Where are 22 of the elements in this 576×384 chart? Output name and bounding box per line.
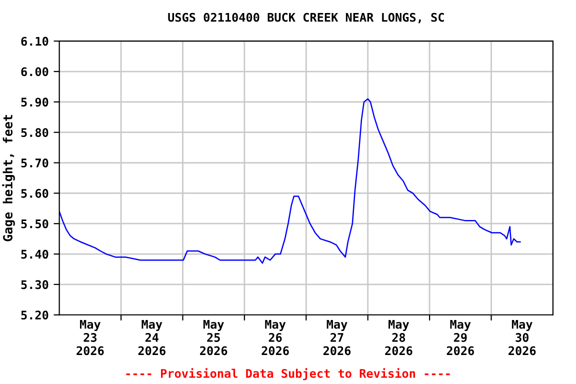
line-series (59, 98, 521, 264)
x-tick-label: May 30 2026 (508, 320, 536, 356)
x-tick-label: May 27 2026 (323, 320, 351, 356)
text: ---- Provisional Data Subject to Revision ---- (126, 368, 450, 380)
x-tick-label: May 25 2026 (200, 320, 228, 356)
y-tick-label: 5.20 (21, 310, 48, 320)
y-axis-title: Gage height, feet (2, 114, 15, 242)
x-tick-label: May 24 2026 (138, 320, 166, 356)
x-tick-label: May 23 2026 (76, 320, 104, 356)
y-tick-label: 6.10 (21, 36, 48, 46)
x-tick-label: May 26 2026 (262, 320, 289, 356)
y-tick-label: 6.00 (21, 67, 48, 76)
x-tick-label: May 28 2026 (385, 320, 412, 356)
x-tick-label: May 29 2026 (446, 320, 474, 356)
y-tick-label: 5.50 (21, 219, 48, 228)
y-tick-label: 5.60 (21, 188, 48, 198)
y-tick-label: 5.30 (21, 280, 48, 290)
y-tick-label: 5.80 (21, 128, 48, 138)
y-tick-label: 5.90 (21, 98, 48, 107)
y-tick-label: 5.40 (21, 250, 48, 259)
chart-title: USGS 02110400 BUCK CREEK NEAR LONGS, SC (168, 12, 444, 24)
y-tick-label: 5.70 (21, 158, 48, 168)
